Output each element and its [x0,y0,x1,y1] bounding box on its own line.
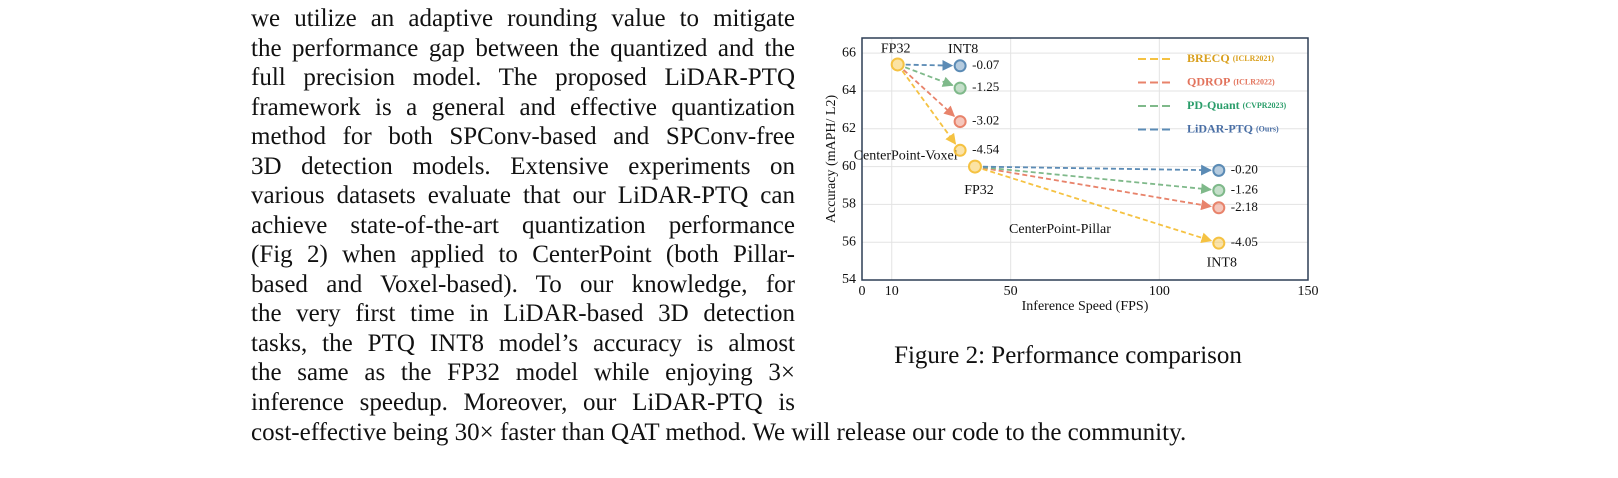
data-point [953,59,967,73]
text-line: the same as the FP32 model while enjoyin… [251,359,795,386]
data-point [953,115,967,129]
legend-label: LiDAR-PTQ (Ours) [1187,121,1279,135]
y-tick-label: 64 [842,83,856,98]
text-line: (Fig 2) when applied to CenterPoint (bot… [251,241,795,268]
arrow [897,63,954,87]
point-label: INT8 [948,42,978,57]
x-tick-label: 50 [1004,284,1018,299]
arrow [974,164,1212,176]
y-axis-label: Accuracy (mAPH/ L2) [824,95,839,224]
legend-name: BRECQ [1187,51,1230,65]
arrow [974,165,1213,243]
data-point [1212,163,1226,177]
y-tick-label: 60 [842,159,856,174]
arrow [897,60,954,71]
legend-venue: (Ours) [1256,124,1279,133]
text-line: achieve state-of-the-art quantization pe… [251,211,795,239]
x-tick-label: 0 [859,284,866,299]
legend-label: BRECQ (ICLR2021) [1187,51,1274,65]
figure-caption: Figure 2: Performance comparison [894,342,1242,369]
text-line: we utilize an adaptive rounding value to… [251,5,795,32]
x-tick-label: 100 [1149,284,1170,299]
legend-venue: (ICLR2021) [1233,54,1275,63]
delta-label: -3.02 [972,113,999,128]
data-point [953,143,967,157]
text-line: cost-effective being 30× faster than QAT… [251,419,1187,446]
model-label: CenterPoint-Voxel [854,149,958,164]
arrow [897,63,956,117]
y-tick-label: 62 [842,121,856,136]
point-label: INT8 [1207,255,1237,270]
point-label: FP32 [964,183,994,198]
delta-label: -2.18 [1231,199,1258,214]
legend-label: PD-Quant (CVPR2023) [1187,98,1287,112]
y-tick-label: 56 [842,234,856,249]
point-label: FP32 [881,42,911,57]
text-line: 3D detection models. Extensive experimen… [251,152,795,180]
x-tick-label: 150 [1298,284,1319,299]
plot-frame [861,37,1309,281]
legend-name: QDROP [1187,74,1230,88]
legend-label: QDROP (ICLR2022) [1187,74,1275,88]
baseline-point [890,57,905,72]
legend-venue: (ICLR2022) [1233,77,1275,86]
text-line: inference speedup. Moreover, our LiDAR-P… [251,388,795,416]
legend-venue: (CVPR2023) [1243,101,1287,110]
data-point [1212,236,1226,250]
text-line: framework is a general and effective qua… [251,93,795,121]
chart: 54 56 58 60 62 64 66 0 10 50 100 150 Inference Speed… [824,37,1319,314]
delta-label: -0.07 [972,57,1000,72]
delta-label: -1.26 [1231,181,1259,196]
y-tick-label: 54 [842,272,856,287]
text-line: method for both SPConv-based and SPConv-… [251,123,795,150]
y-tick-label: 66 [842,45,856,60]
delta-label: -0.20 [1231,161,1258,176]
delta-label: -4.05 [1231,234,1258,249]
delta-label: -4.54 [972,141,1000,156]
baseline-point [967,159,982,174]
x-tick-label: 10 [885,284,899,299]
data-point [953,81,967,95]
arrow [896,63,957,145]
data-point [1212,183,1226,197]
text-line: tasks, the PTQ INT8 model’s accuracy is … [251,329,795,357]
text-line: full precision model. The proposed LiDAR… [251,64,795,91]
model-label: CenterPoint-Pillar [1009,222,1111,237]
text-line: based and Voxel-based). To our knowledge… [251,270,795,298]
text-line: the performance gap between the quantize… [251,34,795,62]
x-axis-label: Inference Speed (FPS) [1022,299,1149,314]
text-line: various datasets evaluate that our LiDAR… [251,182,795,209]
data-point [1212,201,1226,215]
text-line: the very first time in LiDAR-based 3D de… [251,300,795,327]
delta-label: -1.25 [972,79,999,94]
legend-name: LiDAR-PTQ [1187,121,1253,135]
y-tick-label: 58 [842,197,856,212]
legend-name: PD-Quant [1187,98,1240,112]
